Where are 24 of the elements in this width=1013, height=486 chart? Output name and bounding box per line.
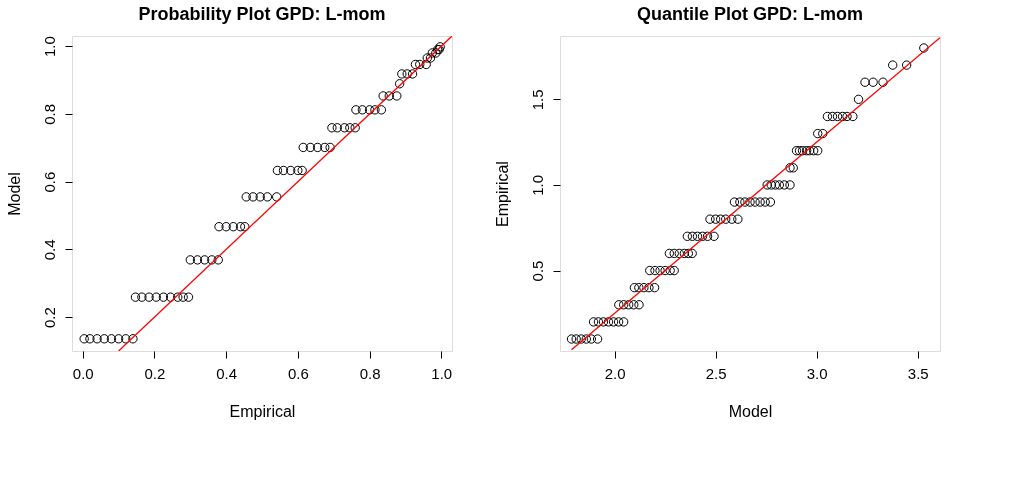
chart-title: Probability Plot GPD: L-mom	[138, 3, 386, 24]
x-tick-label: 0.2	[144, 364, 166, 382]
y-axis-title: Model	[5, 172, 23, 216]
chart-title: Quantile Plot GPD: L-mom	[636, 4, 864, 24]
x-tick-label: 0.8	[359, 364, 381, 382]
x-tick-label: 2.5	[705, 364, 727, 382]
y-tick-label: 1.0	[528, 175, 546, 196]
y-axis-title: Empirical	[493, 161, 511, 227]
x-tick-label: 0.0	[72, 364, 94, 382]
y-tick-label: 0.8	[40, 103, 58, 125]
y-tick-label: 0.5	[528, 260, 546, 282]
x-tick-label: 1.0	[431, 364, 453, 382]
x-tick-label: 0.6	[287, 364, 309, 382]
y-tick-label: 1.0	[40, 36, 58, 58]
y-tick-label: 0.2	[40, 307, 58, 329]
y-tick-label: 1.5	[528, 89, 546, 111]
x-tick-label: 3.0	[806, 364, 828, 382]
x-tick-label: 0.4	[216, 364, 238, 382]
y-tick-label: 0.4	[40, 239, 58, 261]
x-tick-label: 3.5	[907, 364, 929, 382]
x-axis-title: Model	[728, 402, 773, 420]
x-tick-label: 2.0	[604, 364, 626, 382]
y-tick-label: 0.6	[40, 171, 58, 193]
x-axis-title: Empirical	[229, 402, 296, 420]
